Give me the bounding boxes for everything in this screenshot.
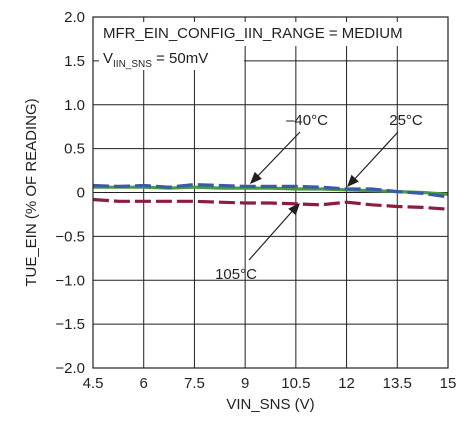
plot-frame (92, 16, 449, 369)
x-tick-label: 9 (241, 375, 249, 392)
x-axis-label: VIN_SNS (V) (226, 396, 314, 413)
y-axis-label: TUE_EIN (% OF READING) (23, 98, 40, 286)
annotation-vsns-subscript: IIN_SNS (113, 59, 152, 70)
y-tick-label: 0 (77, 185, 85, 202)
y-tick-label: 2.0 (64, 9, 85, 26)
y-tick-label: 0.5 (64, 141, 85, 158)
annotation-vsns-value: = 50mV (152, 50, 208, 67)
y-tick-label: 1.0 (64, 97, 85, 114)
series-line (92, 197, 449, 211)
series-labels: –40°C 25°C 105°C (215, 112, 423, 283)
x-tick-label: 6 (140, 375, 148, 392)
arrow-line (253, 131, 301, 181)
x-tick-label: 15 (440, 375, 457, 392)
x-tick-label: 12 (338, 375, 355, 392)
arrow-head (288, 203, 300, 216)
arrow-line (350, 131, 399, 184)
arrow-head (250, 171, 262, 184)
series-label: 25°C (389, 112, 423, 129)
y-tick-label: −1.5 (55, 316, 85, 333)
annotation-background (99, 46, 244, 70)
series-label: –40°C (286, 112, 328, 129)
x-tick-label: 7.5 (184, 375, 205, 392)
series-label: 105°C (215, 266, 257, 283)
y-tick-label: −2.0 (55, 360, 85, 377)
arrow-line (248, 206, 297, 261)
x-tick-label: 10.5 (281, 375, 310, 392)
annotation-vsns-prefix: V (103, 50, 113, 67)
x-tick-label: 4.5 (83, 375, 104, 392)
annotation-config: MFR_EIN_CONFIG_IIN_RANGE = MEDIUM (103, 25, 403, 42)
y-tick-label: −0.5 (55, 228, 85, 245)
series-lines (92, 183, 449, 211)
series-line (92, 183, 449, 199)
arrow-head (347, 174, 359, 187)
y-tick-label: −1.0 (55, 272, 85, 289)
y-tick-labels: 2.0 1.5 1.0 0.5 0 −0.5 −1.0 −1.5 −2.0 (55, 9, 85, 377)
y-tick-label: 1.5 (64, 53, 85, 70)
x-tick-labels: 4.5 6 7.5 9 10.5 12 13.5 15 (83, 375, 457, 392)
annotation-background (99, 22, 432, 46)
series-arrows (248, 131, 399, 261)
annotation-vsns: VIIN_SNS = 50mV (103, 50, 208, 70)
x-tick-label: 13.5 (383, 375, 412, 392)
